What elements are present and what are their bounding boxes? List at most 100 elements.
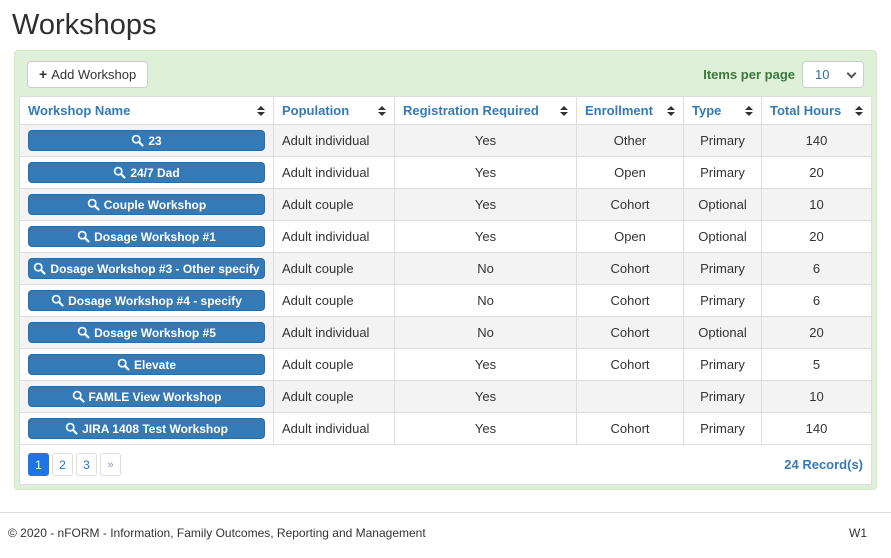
workshop-name: Couple Workshop xyxy=(103,197,207,212)
registration-required-cell: Yes xyxy=(394,220,577,253)
enrollment-cell: Cohort xyxy=(576,412,684,445)
workshop-button[interactable]: Dosage Workshop #3 - Other specify xyxy=(28,258,265,279)
page-button-2[interactable]: 2 xyxy=(52,453,73,476)
workshop-button[interactable]: Dosage Workshop #4 - specify xyxy=(28,290,265,311)
total-hours-cell: 140 xyxy=(761,412,872,445)
record-count: 24 Record(s) xyxy=(784,457,863,472)
population-cell: Adult couple xyxy=(273,380,395,413)
workshop-button[interactable]: FAMLE View Workshop xyxy=(28,386,265,407)
workshop-name: Dosage Workshop #4 - specify xyxy=(68,293,242,308)
table-row: Dosage Workshop #3 - Other specify Adult… xyxy=(19,252,872,285)
page-button-1[interactable]: 1 xyxy=(28,453,49,476)
registration-required-cell: No xyxy=(394,284,577,317)
population-cell: Adult individual xyxy=(273,124,395,157)
column-header-population[interactable]: Population xyxy=(273,96,395,125)
population-cell: Adult couple xyxy=(273,252,395,285)
search-icon xyxy=(34,262,46,275)
registration-required-cell: Yes xyxy=(394,348,577,381)
search-icon xyxy=(51,294,64,307)
population-cell: Adult couple xyxy=(273,188,395,221)
column-label: Registration Required xyxy=(403,103,539,118)
workshop-button[interactable]: 24/7 Dad xyxy=(28,162,265,183)
total-hours-cell: 20 xyxy=(761,220,872,253)
table-row: Elevate Adult couple Yes Cohort Primary … xyxy=(19,348,872,381)
add-workshop-button[interactable]: + Add Workshop xyxy=(27,61,149,88)
table-row: 23 Adult individual Yes Other Primary 14… xyxy=(19,124,872,157)
population-cell: Adult couple xyxy=(273,348,395,381)
workshop-button[interactable]: Couple Workshop xyxy=(28,194,265,215)
search-icon xyxy=(87,198,100,211)
search-icon xyxy=(72,390,85,403)
type-cell: Primary xyxy=(683,124,762,157)
table-row: Dosage Workshop #5 Adult individual No C… xyxy=(19,316,872,349)
type-cell: Primary xyxy=(683,156,762,189)
sort-icon xyxy=(745,106,753,116)
workshop-button[interactable]: JIRA 1408 Test Workshop xyxy=(28,418,265,439)
enrollment-cell: Cohort xyxy=(576,252,684,285)
workshop-name: Elevate xyxy=(133,357,177,372)
table-header-row: Workshop Name Population Registration Re… xyxy=(19,96,872,125)
column-label: Population xyxy=(282,103,350,118)
search-icon xyxy=(65,422,78,435)
next-page-button[interactable]: » xyxy=(100,453,121,476)
total-hours-cell: 140 xyxy=(761,124,872,157)
column-header-enrollment[interactable]: Enrollment xyxy=(576,96,684,125)
workshop-button[interactable]: Elevate xyxy=(28,354,265,375)
page-title: Workshops xyxy=(12,9,157,41)
registration-required-cell: Yes xyxy=(394,124,577,157)
search-icon xyxy=(117,358,130,371)
copyright-text: © 2020 - nFORM - Information, Family Out… xyxy=(8,526,426,540)
search-icon xyxy=(77,326,90,339)
type-cell: Optional xyxy=(683,188,762,221)
total-hours-cell: 10 xyxy=(761,380,872,413)
type-cell: Primary xyxy=(683,252,762,285)
registration-required-cell: No xyxy=(394,252,577,285)
total-hours-cell: 6 xyxy=(761,252,872,285)
type-cell: Primary xyxy=(683,348,762,381)
registration-required-cell: Yes xyxy=(394,412,577,445)
enrollment-cell: Other xyxy=(576,124,684,157)
type-cell: Optional xyxy=(683,316,762,349)
workshop-name: Dosage Workshop #1 xyxy=(94,229,216,244)
workshops-table: Workshop Name Population Registration Re… xyxy=(19,96,872,485)
column-header-type[interactable]: Type xyxy=(683,96,762,125)
search-icon xyxy=(132,134,144,147)
table-footer-row: 1 2 3» 24 Record(s) xyxy=(19,444,872,485)
table-row: Couple Workshop Adult couple Yes Cohort … xyxy=(19,188,872,221)
table-foot: 1 2 3» 24 Record(s) xyxy=(19,444,872,485)
search-icon xyxy=(77,230,90,243)
column-header-registration[interactable]: Registration Required xyxy=(394,96,577,125)
type-cell: Primary xyxy=(683,284,762,317)
type-cell: Primary xyxy=(683,412,762,445)
sort-icon xyxy=(378,106,386,116)
registration-required-cell: Yes xyxy=(394,156,577,189)
enrollment-cell: Open xyxy=(576,220,684,253)
registration-required-cell: Yes xyxy=(394,188,577,221)
sort-icon xyxy=(855,106,863,116)
workshops-panel: + Add Workshop Items per page 10 Worksho… xyxy=(14,50,877,490)
column-header-name[interactable]: Workshop Name xyxy=(19,96,274,125)
workshop-button[interactable]: 23 xyxy=(28,130,265,151)
registration-required-cell: No xyxy=(394,316,577,349)
environment-label: W1 xyxy=(849,526,867,540)
workshop-name: 24/7 Dad xyxy=(130,165,180,180)
enrollment-cell: Cohort xyxy=(576,284,684,317)
page-button-3[interactable]: 3 xyxy=(76,453,97,476)
column-header-hours[interactable]: Total Hours xyxy=(761,96,872,125)
workshop-button[interactable]: Dosage Workshop #5 xyxy=(28,322,265,343)
registration-required-cell: Yes xyxy=(394,380,577,413)
sort-icon xyxy=(667,106,675,116)
table-row: JIRA 1408 Test Workshop Adult individual… xyxy=(19,412,872,445)
pagination: 1 2 3» xyxy=(28,453,121,476)
workshop-button[interactable]: Dosage Workshop #1 xyxy=(28,226,265,247)
population-cell: Adult individual xyxy=(273,316,395,349)
page-footer: © 2020 - nFORM - Information, Family Out… xyxy=(0,513,891,540)
population-cell: Adult individual xyxy=(273,412,395,445)
column-label: Enrollment xyxy=(585,103,653,118)
table-row: FAMLE View Workshop Adult couple Yes Pri… xyxy=(19,380,872,413)
toolbar: + Add Workshop Items per page 10 xyxy=(19,55,872,96)
items-per-page-select[interactable]: 10 xyxy=(802,61,864,88)
workshop-name: Dosage Workshop #3 - Other specify xyxy=(50,261,260,276)
total-hours-cell: 20 xyxy=(761,316,872,349)
workshop-name: 23 xyxy=(148,133,162,148)
